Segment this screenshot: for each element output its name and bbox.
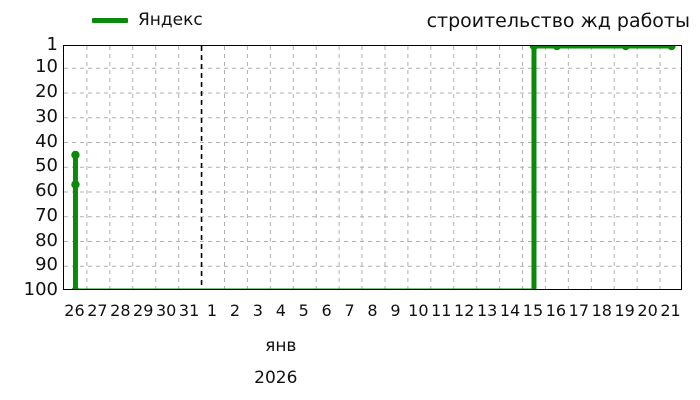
- y-axis-labels: 1 10 20 30 40 50 60 70 80 90 100: [0, 0, 58, 400]
- grid-lines: [64, 46, 681, 289]
- x-tick-label: 4: [275, 301, 286, 320]
- y-tick-label: 60: [35, 180, 58, 201]
- x-tick-label: 31: [178, 301, 200, 320]
- series-line: [72, 46, 672, 289]
- x-tick-label: 30: [155, 301, 177, 320]
- chart-canvas: [64, 46, 681, 289]
- x-tick-label: 29: [133, 301, 154, 320]
- x-tick-label: 14: [499, 301, 521, 320]
- x-tick-label: 12: [454, 301, 475, 320]
- data-point-marker: [552, 46, 562, 51]
- x-tick-label: 3: [252, 301, 263, 320]
- x-tick-label: 20: [637, 301, 658, 320]
- y-tick-label: 90: [35, 254, 58, 276]
- data-point-marker: [71, 180, 80, 189]
- x-tick-label: 28: [110, 301, 131, 320]
- legend-swatch-yandex: [92, 18, 128, 23]
- x-tick-label: 19: [614, 301, 635, 320]
- y-tick-label: 50: [35, 155, 58, 177]
- x-tick-label: 1: [206, 301, 218, 320]
- data-point-marker: [621, 46, 630, 51]
- y-tick-label: 100: [23, 279, 58, 300]
- y-tick-label: 20: [35, 81, 58, 103]
- x-tick-label: 17: [568, 301, 590, 320]
- data-point-marker: [667, 46, 676, 51]
- plot-inner: [64, 46, 681, 289]
- chart-legend: Яндекс: [92, 12, 203, 29]
- legend-label-yandex: Яндекс: [138, 10, 203, 30]
- x-tick-label: 6: [321, 301, 332, 320]
- series-1: [71, 46, 676, 289]
- x-tick-label: 8: [367, 301, 378, 320]
- x-tick-label: 21: [660, 301, 681, 320]
- y-tick-label: 10: [35, 56, 58, 78]
- data-point-marker: [71, 150, 80, 160]
- x-tick-label: 18: [591, 301, 612, 320]
- data-point-marker: [71, 286, 80, 289]
- x-axis-labels: 26 27 28 29 30 31 1 2 3 4 5 6 7 8 9 10 11 12 13 14 15 16 17 18 1…: [0, 303, 700, 327]
- x-tick-label: 7: [344, 301, 355, 320]
- x-tick-label: 27: [87, 301, 108, 320]
- x-tick-label: 10: [408, 301, 429, 320]
- x-tick-label: 13: [476, 301, 498, 320]
- y-tick-label: 70: [35, 204, 58, 226]
- chart-title: строительство жд работы: [426, 10, 690, 32]
- plot-area: [63, 45, 682, 290]
- x-tick-label: 26: [64, 301, 85, 320]
- y-tick-label: 30: [35, 105, 58, 127]
- x-tick-label: 11: [431, 301, 452, 320]
- x-tick-label: 5: [298, 301, 309, 320]
- year-label-text: 2026: [254, 368, 298, 388]
- x-tick-label: 15: [522, 301, 544, 320]
- y-tick-label: 40: [35, 130, 58, 152]
- y-tick-label: 1: [46, 34, 58, 55]
- month-label-text: янв: [265, 336, 297, 356]
- y-tick-label: 80: [35, 229, 58, 251]
- x-tick-label: 9: [390, 301, 401, 320]
- data-point-marker: [529, 46, 539, 51]
- x-tick-label: 2: [229, 301, 241, 320]
- x-tick-label: 16: [545, 301, 567, 320]
